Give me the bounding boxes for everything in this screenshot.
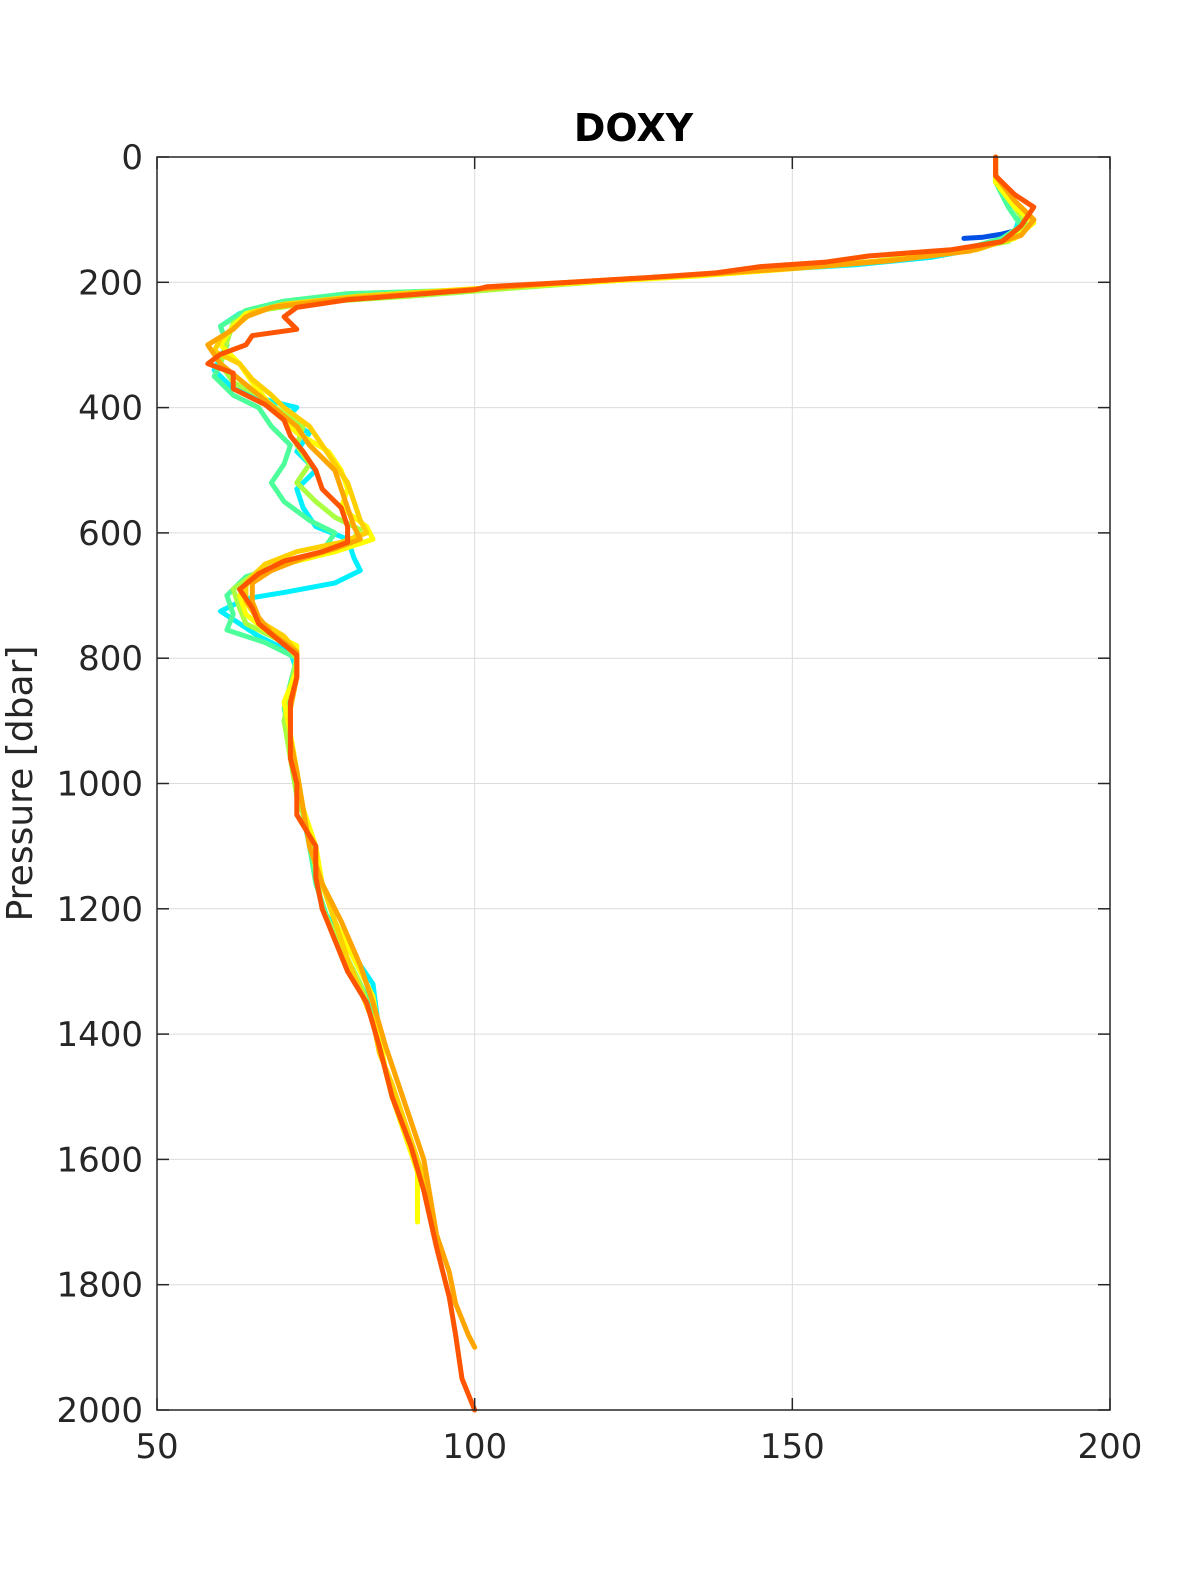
y-axis-label: Pressure [dbar] [0, 646, 41, 922]
x-tick-label: 200 [1078, 1427, 1143, 1467]
y-tick-label: 1800 [56, 1266, 143, 1306]
axis-ticks: 50 100 150 20002004006008001000120014001600… [56, 138, 1142, 1467]
x-tick-label: 50 [135, 1427, 178, 1467]
y-tick-label: 200 [78, 263, 143, 303]
x-tick-label: 100 [442, 1427, 507, 1467]
profile-line-4 [218, 154, 1030, 1025]
chart-title: DOXY [574, 106, 694, 150]
data-series [205, 154, 1037, 1413]
y-tick-label: 2000 [56, 1391, 143, 1431]
profile-line-7 [205, 154, 1037, 1350]
profile-line-2 [211, 154, 1024, 1037]
y-tick-label: 600 [78, 514, 143, 554]
y-tick-label: 0 [121, 138, 143, 178]
x-tick-label: 150 [760, 1427, 825, 1467]
y-tick-label: 1600 [56, 1140, 143, 1180]
y-tick-label: 800 [78, 639, 143, 679]
profile-line-6 [211, 154, 1037, 1200]
profile-line-8 [205, 154, 1037, 1413]
profile-line-3 [211, 154, 1024, 1037]
y-tick-label: 1200 [56, 890, 143, 930]
y-tick-label: 1400 [56, 1015, 143, 1055]
y-tick-label: 400 [78, 389, 143, 429]
y-tick-label: 1000 [56, 765, 143, 805]
profile-line-5 [218, 154, 1037, 1225]
